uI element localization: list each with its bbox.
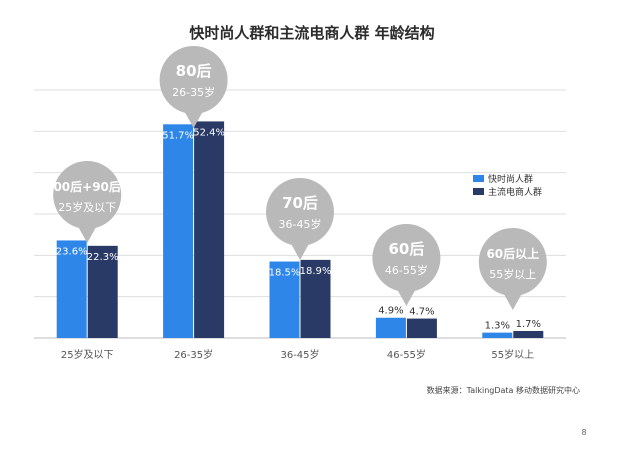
legend-label: 快时尚人群 <box>488 173 533 185</box>
callouts: 00后+90后 25岁及以下 80后 26-35岁 70后 36-45岁 60后 46-55岁… <box>53 46 547 310</box>
callout-pointer <box>290 242 310 260</box>
callout-generation: 00后+90后 <box>53 179 120 194</box>
bars: 23.6% 22.3% 51.7% 52.4% 18.5% 18.9% 4.9% 4.7% 1.… <box>56 121 544 338</box>
legend-label: 主流电商人群 <box>488 186 542 198</box>
callout-pointer <box>183 110 204 128</box>
data-label: 52.4% <box>193 127 225 138</box>
data-label: 23.6% <box>56 246 88 257</box>
x-tick-label: 46-55岁 <box>387 348 426 361</box>
callout-bubble <box>478 228 547 296</box>
callout-bubble <box>53 161 122 229</box>
bar <box>87 245 118 338</box>
x-tick-label: 36-45岁 <box>280 348 319 361</box>
callout-age-range: 46-55岁 <box>385 263 428 277</box>
callout-bubble <box>159 46 228 114</box>
data-label: 18.9% <box>300 266 332 277</box>
legend-swatch <box>473 175 484 182</box>
bar <box>482 332 513 338</box>
callout-generation: 60后 <box>388 240 424 258</box>
data-label: 51.7% <box>162 130 194 141</box>
callout-bubble <box>372 224 441 292</box>
callout-age-range: 25岁及以下 <box>58 200 116 214</box>
callout-age-range: 55岁以上 <box>489 267 536 281</box>
bar <box>300 259 331 338</box>
bar <box>269 261 300 338</box>
bar <box>375 317 406 338</box>
chart-title: 快时尚人群和主流电商人群 年龄结构 <box>189 24 434 42</box>
bar <box>194 121 225 338</box>
bar <box>513 330 544 338</box>
callout-age-range: 26-35岁 <box>172 85 215 99</box>
page-number: 8 <box>581 428 586 437</box>
callout-pointer <box>77 225 98 243</box>
callout-pointer <box>396 288 417 306</box>
bar <box>163 124 194 338</box>
data-label: 1.3% <box>485 321 510 332</box>
data-label: 22.3% <box>87 252 119 263</box>
data-label: 4.9% <box>378 306 403 317</box>
callout-generation: 80后 <box>176 62 212 80</box>
callout-generation: 60后以上 <box>486 246 539 261</box>
data-label: 18.5% <box>269 268 301 279</box>
x-tick-label: 55岁以上 <box>491 348 534 361</box>
callout-pointer <box>502 292 523 310</box>
callout-bubble <box>266 178 334 246</box>
source-note: 数据来源：TalkingData 移动数据研究中心 <box>427 385 580 395</box>
callout-age-range: 36-45岁 <box>279 217 322 231</box>
x-tick-label: 26-35岁 <box>174 348 213 361</box>
x-axis-ticks: 25岁及以下 26-35岁 36-45岁 46-55岁 55岁以上 <box>61 348 534 361</box>
callout-generation: 70后 <box>282 194 318 212</box>
data-label: 1.7% <box>516 319 541 330</box>
data-label: 4.7% <box>409 307 434 318</box>
x-tick-label: 25岁及以下 <box>61 348 114 361</box>
legend-swatch <box>473 188 484 195</box>
bar <box>406 318 437 338</box>
bar <box>56 240 87 338</box>
